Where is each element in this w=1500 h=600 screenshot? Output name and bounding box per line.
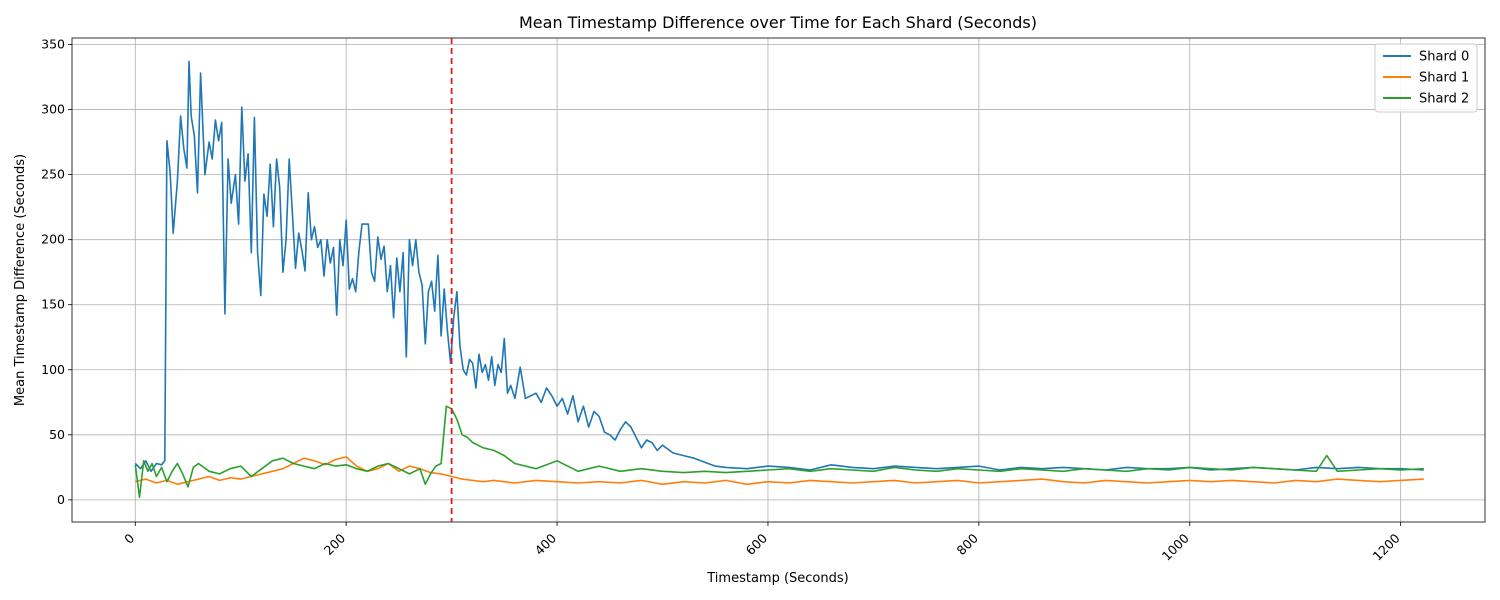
y-tick-label: 300 xyxy=(41,102,65,117)
y-tick-label: 50 xyxy=(49,427,65,442)
x-tick-label: 600 xyxy=(743,530,771,558)
x-tick-label: 1200 xyxy=(1370,530,1403,563)
legend-label-shard-1: Shard 1 xyxy=(1419,71,1469,86)
x-tick-label: 1000 xyxy=(1159,530,1192,563)
x-axis: 0 200 400 600 800 1000 1200 xyxy=(121,522,1403,564)
y-tick-label: 350 xyxy=(41,37,65,52)
series-line-shard-1 xyxy=(135,456,1424,486)
y-gridlines xyxy=(72,44,1485,501)
x-tick-label: 0 xyxy=(121,530,137,546)
y-axis: 0 50 100 150 200 250 300 350 xyxy=(41,37,72,507)
y-tick-label: 100 xyxy=(41,362,65,377)
chart-title: Mean Timestamp Difference over Time for … xyxy=(519,13,1037,32)
y-tick-label: 200 xyxy=(41,232,65,247)
x-tick-label: 200 xyxy=(321,530,349,558)
y-tick-label: 250 xyxy=(41,167,65,182)
series-line-shard-2 xyxy=(134,405,1424,499)
series-layer xyxy=(134,60,1424,499)
legend-box xyxy=(1374,43,1478,113)
series-line-shard-0 xyxy=(134,60,1424,473)
x-tick-label: 800 xyxy=(953,530,981,558)
plot-frame xyxy=(71,37,1486,523)
y-tick-label: 0 xyxy=(57,492,65,507)
x-gridlines xyxy=(134,38,1402,522)
y-axis-title: Mean Timestamp Difference (Seconds) xyxy=(13,154,28,406)
y-tick-label: 150 xyxy=(41,297,65,312)
legend-label-shard-2: Shard 2 xyxy=(1419,92,1469,107)
x-axis-title: Timestamp (Seconds) xyxy=(706,571,848,586)
x-tick-label: 400 xyxy=(532,530,560,558)
legend-label-shard-0: Shard 0 xyxy=(1419,50,1469,65)
legend: Shard 0 Shard 1 Shard 2 xyxy=(1374,43,1478,113)
